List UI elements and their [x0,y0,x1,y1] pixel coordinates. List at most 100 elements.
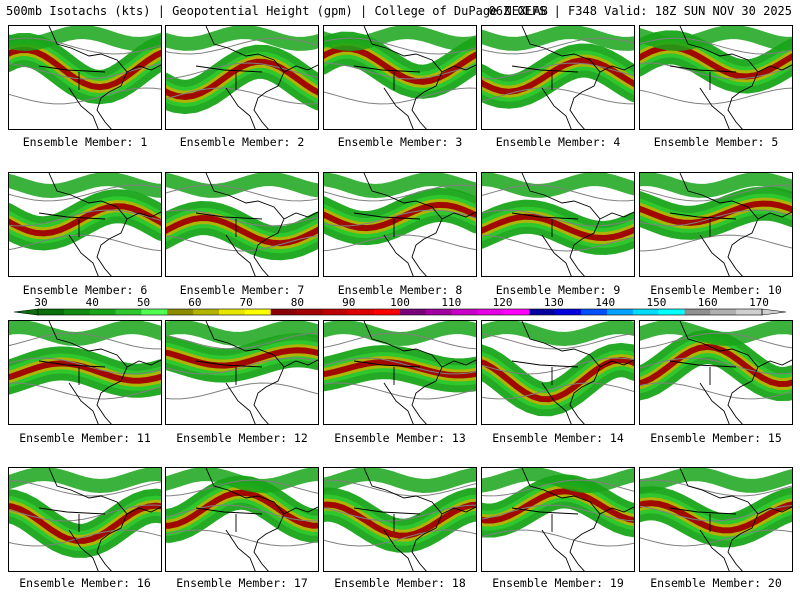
member-caption: Ensemble Member: 15 [650,431,782,445]
height-contour [640,529,792,547]
height-contour [9,184,161,202]
member-caption: Ensemble Member: 4 [495,135,621,149]
colorbar-tick-label: 120 [493,296,513,309]
height-contour [324,87,476,105]
height-contour [9,87,161,105]
coastline-borders [195,468,318,571]
height-contour [640,234,792,252]
member-map-panel [639,320,793,425]
coastline-borders [195,173,318,276]
colorbar-segment [322,309,349,315]
height-contour [324,209,476,227]
colorbar-segment [270,309,298,315]
colorbar-tick-label: 90 [342,296,355,309]
jet-stream-band [640,500,792,534]
height-contour [324,332,476,350]
height-contour [640,504,792,522]
height-contour [640,184,792,202]
jet-stream-band [482,468,634,494]
jet-stream-band [9,26,161,52]
coastline-borders [38,468,161,571]
member-map-panel [323,25,477,130]
member-map [482,173,634,276]
height-contour [482,234,634,252]
jet-stream-band [9,46,161,91]
coastline-borders [353,26,476,129]
colorbar-tick-label: 100 [390,296,410,309]
member-caption: Ensemble Member: 20 [650,576,782,590]
jet-stream-band [482,173,634,198]
height-contour [166,529,318,547]
member-caption: Ensemble Member: 13 [334,431,466,445]
member-caption: Ensemble Member: 3 [337,135,463,149]
height-contour [482,479,634,497]
member-map-panel [323,467,477,572]
height-contour [166,357,318,375]
member-map [640,173,792,276]
colorbar-segment [658,309,685,315]
height-contour [482,209,634,227]
jet-stream-band [166,321,318,346]
colorbar-segment [684,309,711,315]
member-map-panel [481,467,635,572]
height-contour [482,62,634,80]
height-contour [324,529,476,547]
colorbar-arrow-left [13,308,39,316]
colorbar-tick-label: 170 [749,296,769,309]
height-contour [9,382,161,400]
colorbar-tick-label: 80 [291,296,304,309]
height-contour [166,184,318,202]
member-map [482,321,634,424]
colorbar-segment [167,309,194,315]
member-map [482,468,634,571]
jet-stream-band [9,360,161,384]
jet-stream-band [640,468,792,493]
jet-stream-band [482,213,634,242]
height-contour [324,479,476,497]
height-contour [9,332,161,350]
colorbar-segment [451,309,479,315]
coastline-borders [38,173,161,276]
member-map-panel [8,320,162,425]
member-map [324,26,476,129]
jet-stream-band [9,468,161,494]
isotach-colorbar: 30 40 50 60 70 80 90 100 110 120 130 140 150 160 170 [13,296,787,316]
coastline-borders [511,468,634,571]
jet-stream-band [166,173,318,198]
header-valid-time: 06Z GEFS | F348 Valid: 18Z SUN NOV 30 20… [488,4,792,18]
jet-stream-band [166,26,318,51]
member-caption: Ensemble Member: 16 [19,576,151,590]
height-contour [640,382,792,400]
height-contour [166,87,318,105]
jet-stream-band [482,488,634,524]
colorbar-segment [296,309,323,315]
member-caption: Ensemble Member: 2 [179,135,305,149]
member-map-panel [323,320,477,425]
colorbar-tick-label: 30 [34,296,47,309]
height-contour [166,37,318,55]
member-map-panel [8,25,162,130]
height-contour [324,357,476,375]
jet-stream-band [482,321,634,347]
member-caption: Ensemble Member: 9 [495,283,621,297]
coastline-borders [669,26,792,129]
member-map-panel [481,25,635,130]
colorbar-segment [632,309,660,315]
height-contour [482,529,634,547]
jet-stream-band [640,343,792,388]
member-map-panel [8,172,162,277]
colorbar-tick-label: 160 [698,296,718,309]
colorbar-segment [529,309,556,315]
coastline-borders [353,321,476,424]
colorbar-segment [555,309,582,315]
member-map-panel [165,467,319,572]
colorbar-segment [477,309,504,315]
jet-stream-band [482,26,634,51]
height-contour [166,209,318,227]
member-map-panel [165,172,319,277]
colorbar-tick-label: 60 [188,296,201,309]
member-map [166,468,318,571]
colorbar-tick-label: 50 [137,296,150,309]
coastline-borders [38,26,161,129]
height-contour [482,382,634,400]
